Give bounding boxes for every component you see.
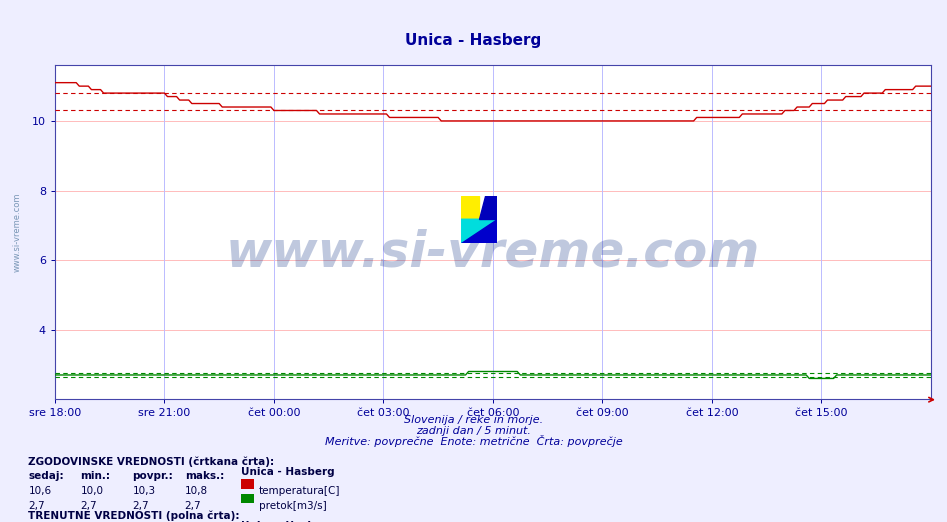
Text: 2,7: 2,7 bbox=[28, 501, 45, 511]
Text: www.si-vreme.com: www.si-vreme.com bbox=[12, 193, 22, 272]
Text: 10,3: 10,3 bbox=[133, 486, 155, 496]
Text: Unica - Hasberg: Unica - Hasberg bbox=[405, 33, 542, 48]
Text: 2,7: 2,7 bbox=[133, 501, 150, 511]
Text: pretok[m3/s]: pretok[m3/s] bbox=[259, 501, 327, 511]
Polygon shape bbox=[461, 219, 497, 243]
Text: Meritve: povprečne  Enote: metrične  Črta: povprečje: Meritve: povprečne Enote: metrične Črta:… bbox=[325, 435, 622, 447]
Text: 2,7: 2,7 bbox=[80, 501, 98, 511]
Text: Slovenija / reke in morje.: Slovenija / reke in morje. bbox=[404, 415, 543, 425]
Polygon shape bbox=[479, 196, 497, 219]
Text: Unica - Hasberg: Unica - Hasberg bbox=[241, 467, 335, 477]
Text: 10,6: 10,6 bbox=[28, 486, 51, 496]
Text: maks.:: maks.: bbox=[185, 471, 223, 481]
Text: www.si-vreme.com: www.si-vreme.com bbox=[225, 228, 760, 276]
Text: zadnji dan / 5 minut.: zadnji dan / 5 minut. bbox=[416, 425, 531, 436]
Bar bbox=[461, 196, 479, 219]
Text: povpr.:: povpr.: bbox=[133, 471, 173, 481]
Text: ZGODOVINSKE VREDNOSTI (črtkana črta):: ZGODOVINSKE VREDNOSTI (črtkana črta): bbox=[28, 457, 275, 467]
Text: sedaj:: sedaj: bbox=[28, 471, 64, 481]
Text: temperatura[C]: temperatura[C] bbox=[259, 486, 340, 496]
Text: min.:: min.: bbox=[80, 471, 111, 481]
Text: TRENUTNE VREDNOSTI (polna črta):: TRENUTNE VREDNOSTI (polna črta): bbox=[28, 511, 240, 521]
Polygon shape bbox=[461, 219, 497, 243]
Text: 10,0: 10,0 bbox=[80, 486, 103, 496]
Text: Unica - Hasberg: Unica - Hasberg bbox=[241, 521, 335, 522]
Text: 10,8: 10,8 bbox=[185, 486, 207, 496]
Text: 2,7: 2,7 bbox=[185, 501, 202, 511]
